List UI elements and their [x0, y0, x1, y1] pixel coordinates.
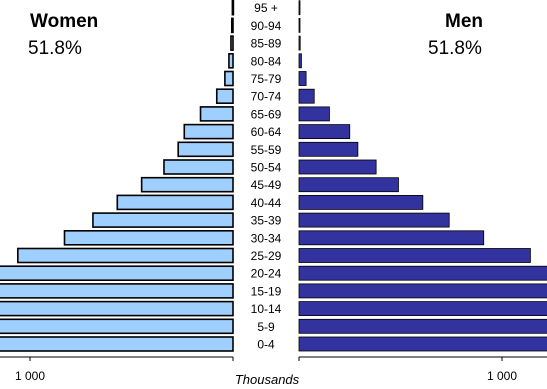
- men-bar-35-39: [298, 212, 450, 228]
- women-bar-10-14: [0, 300, 234, 317]
- women-tick-label: 1 000: [15, 369, 45, 383]
- age-label-20-24: 20-24: [251, 267, 282, 281]
- women-bar-65-69: [199, 106, 234, 122]
- men-bar-20-24: [298, 265, 547, 281]
- x-axis-label: Thousands: [235, 372, 300, 387]
- age-label-50-54: 50-54: [251, 161, 282, 175]
- women-bar-15-19: [0, 283, 234, 299]
- women-share: 51.8%: [28, 38, 82, 59]
- women-bar-60-64: [183, 123, 234, 140]
- men-bar-40-44: [298, 194, 424, 210]
- men-bars: [298, 0, 547, 352]
- men-share: 51.8%: [428, 38, 482, 59]
- women-bars: [0, 0, 235, 352]
- women-bar-90-94: [230, 17, 234, 34]
- age-label-45-49: 45-49: [251, 178, 282, 192]
- women-bar-80-84: [228, 52, 234, 69]
- men-bar-60-64: [298, 124, 351, 139]
- men-tick-label: 1 000: [487, 369, 517, 383]
- women-bar-20-24: [0, 265, 234, 282]
- men-bar-55-59: [298, 141, 359, 157]
- men-bar-95 +: [298, 0, 301, 16]
- age-label-55-59: 55-59: [251, 143, 282, 157]
- age-label-95 +: 95 +: [254, 1, 278, 15]
- men-bar-30-34: [298, 230, 485, 246]
- age-label-35-39: 35-39: [251, 214, 282, 228]
- age-labels: 0-4 5-9 10-14 15-19 20-24 25-29 30-34 35-39 40-4…: [251, 1, 282, 351]
- women-bar-0-4: [0, 336, 234, 352]
- age-label-80-84: 80-84: [251, 54, 282, 68]
- age-label-25-29: 25-29: [251, 249, 282, 263]
- men-bar-90-94: [298, 17, 301, 33]
- men-bar-75-79: [298, 71, 307, 86]
- men-bar-45-49: [298, 177, 399, 193]
- men-bar-15-19: [298, 283, 547, 299]
- women-bar-55-59: [177, 141, 234, 158]
- age-label-30-34: 30-34: [251, 231, 282, 245]
- age-label-70-74: 70-74: [251, 90, 282, 104]
- men-bar-65-69: [298, 106, 330, 122]
- age-label-15-19: 15-19: [251, 284, 282, 298]
- age-label-5-9: 5-9: [257, 320, 275, 334]
- men-title: Men: [445, 11, 483, 32]
- women-bar-35-39: [92, 212, 234, 228]
- age-label-75-79: 75-79: [251, 72, 282, 86]
- men-bar-25-29: [298, 248, 531, 263]
- women-bar-45-49: [140, 176, 234, 193]
- women-bar-25-29: [17, 247, 234, 264]
- women-bar-85-89: [230, 35, 234, 51]
- age-label-40-44: 40-44: [251, 196, 282, 210]
- men-bar-5-9: [298, 318, 547, 334]
- men-bar-10-14: [298, 301, 547, 317]
- women-bar-40-44: [116, 194, 234, 211]
- age-label-10-14: 10-14: [251, 302, 282, 316]
- men-bar-0-4: [298, 336, 547, 352]
- women-bar-95 +: [231, 0, 235, 16]
- age-label-0-4: 0-4: [257, 338, 275, 352]
- women-bar-50-54: [163, 159, 234, 175]
- age-label-65-69: 65-69: [251, 107, 282, 121]
- age-label-90-94: 90-94: [251, 19, 282, 33]
- women-bar-70-74: [215, 88, 234, 104]
- women-bar-75-79: [224, 70, 234, 87]
- women-bar-5-9: [0, 318, 234, 335]
- men-bar-50-54: [298, 159, 377, 175]
- men-bar-80-84: [298, 53, 302, 69]
- men-bar-85-89: [298, 35, 301, 51]
- women-title: Women: [30, 11, 98, 32]
- men-bar-70-74: [298, 88, 315, 104]
- women-bar-30-34: [63, 230, 234, 246]
- age-label-60-64: 60-64: [251, 125, 282, 139]
- age-label-85-89: 85-89: [251, 37, 282, 51]
